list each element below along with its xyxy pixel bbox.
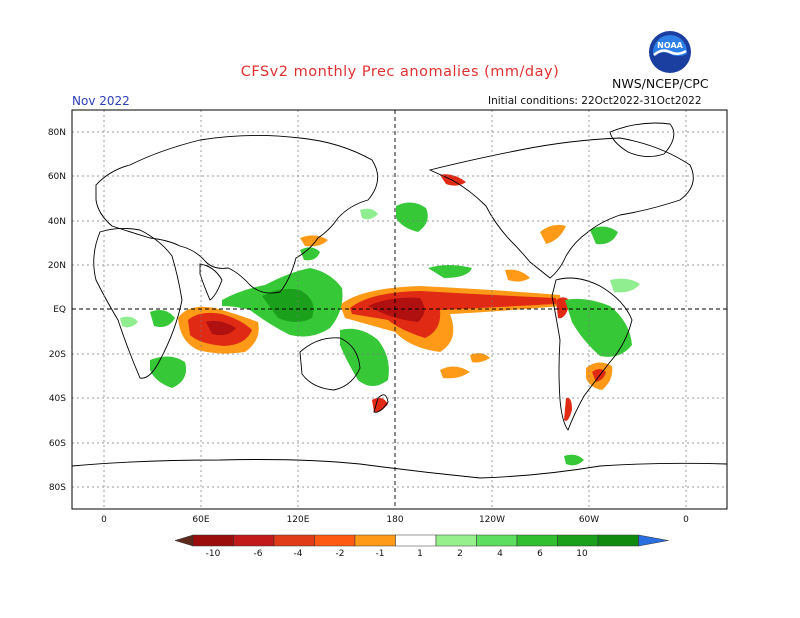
lat-tick: 80N — [48, 128, 66, 138]
lat-tick: 40S — [49, 394, 66, 404]
colorbar-label: 6 — [537, 549, 543, 559]
lon-tick: 120W — [479, 515, 505, 525]
colorbar-swatch — [174, 534, 194, 547]
lat-tick: EQ — [53, 305, 66, 315]
lon-tick: 180 — [386, 515, 403, 525]
coast-south-america — [551, 277, 633, 431]
colorbar-swatch — [354, 534, 396, 547]
colorbar-label: -4 — [294, 549, 303, 559]
lon-tick: 0 — [101, 515, 107, 525]
colorbar-labels: -10 -6 -4 -2 -1 1 2 4 6 10 — [206, 549, 588, 559]
colorbar-swatch — [557, 534, 599, 547]
lat-tick: 20S — [49, 350, 66, 360]
noaa-logo: NOAA — [649, 31, 691, 73]
equator-dateline — [72, 110, 727, 509]
initial-conditions: Initial conditions: 22Oct2022-31Oct2022 — [488, 95, 702, 107]
chart-title: CFSv2 monthly Prec anomalies (mm/day) — [240, 64, 560, 80]
colorbar-label: 2 — [457, 549, 463, 559]
colorbar-label: -1 — [376, 549, 385, 559]
coastlines — [72, 122, 727, 479]
colorbar-swatch — [516, 534, 558, 547]
colorbar-label: 1 — [417, 549, 423, 559]
coast-europe-asia — [95, 134, 378, 294]
coast-greenland — [609, 122, 675, 157]
latitude-ticks: 80N 60N 40N 20N EQ 20S 40S 60S 80S — [48, 128, 66, 493]
colorbar — [174, 534, 669, 547]
lat-tick: 60N — [48, 172, 66, 182]
lat-tick: 40N — [48, 217, 66, 227]
colorbar-swatch — [435, 534, 477, 547]
longitude-ticks: 0 60E 120E 180 120W 60W 0 — [101, 515, 689, 525]
colorbar-label: -2 — [336, 549, 345, 559]
wet-anomaly-atlantic-americas — [120, 226, 640, 466]
lon-tick: 120E — [287, 515, 310, 525]
colorbar-swatch — [314, 534, 356, 547]
lon-tick: 0 — [683, 515, 689, 525]
colorbar-label: 10 — [576, 549, 588, 559]
noaa-logo-text: NOAA — [657, 41, 683, 50]
colorbar-swatch — [597, 534, 639, 547]
dry-anomaly-equatorial-pacific — [300, 235, 562, 379]
lat-tick: 80S — [49, 483, 66, 493]
colorbar-label: 4 — [497, 549, 503, 559]
coast-new-zealand — [373, 394, 389, 413]
colorbar-swatch — [395, 534, 437, 547]
anomaly-field — [120, 174, 640, 466]
lon-tick: 60W — [579, 515, 599, 525]
grid-lines — [72, 110, 727, 509]
coast-australia — [299, 337, 361, 391]
coast-africa — [93, 227, 183, 379]
colorbar-swatch — [476, 534, 518, 547]
forecast-month: Nov 2022 — [72, 94, 130, 108]
lat-tick: 60S — [49, 439, 66, 449]
colorbar-swatch — [273, 534, 315, 547]
dry-anomaly-indian-ocean — [178, 306, 259, 354]
colorbar-label: -6 — [254, 549, 263, 559]
organization-label: NWS/NCEP/CPC — [612, 76, 709, 91]
lat-tick: 20N — [48, 261, 66, 271]
wet-anomaly-maritime-continent — [222, 202, 472, 386]
colorbar-swatch — [192, 534, 234, 547]
colorbar-swatch — [233, 534, 275, 547]
lon-tick: 60E — [192, 515, 209, 525]
colorbar-label: -10 — [206, 549, 221, 559]
colorbar-swatch — [638, 534, 669, 547]
coast-antarctica — [72, 459, 727, 479]
map-frame — [71, 109, 728, 510]
coast-north-america — [428, 137, 694, 279]
coast-india — [199, 263, 223, 301]
